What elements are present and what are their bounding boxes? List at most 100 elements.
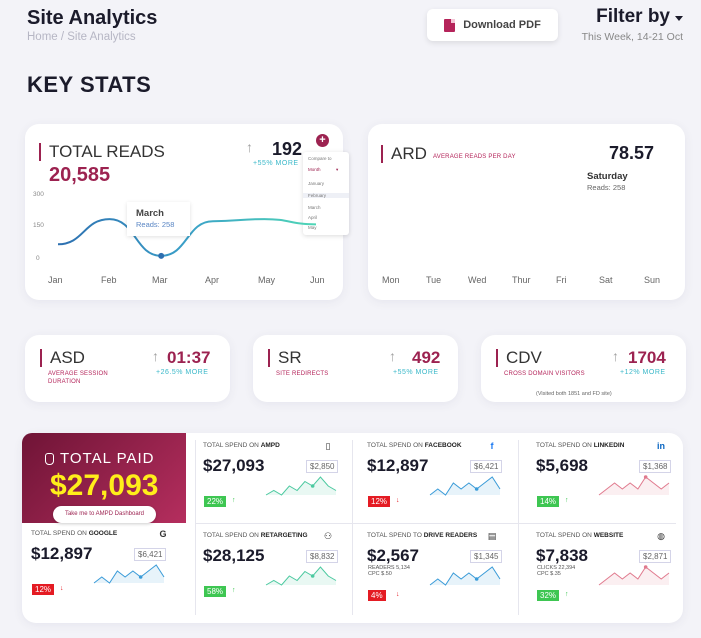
compare-option[interactable]: March	[308, 205, 321, 210]
tile-label: TOTAL SPEND ON LINKEDIN	[536, 442, 625, 449]
y-tick: 300	[33, 191, 44, 198]
sr-sub: SITE REDIRECTS	[276, 371, 329, 377]
sr-change-note: +55% MORE	[393, 369, 439, 376]
arrow-up-icon: ↑	[152, 348, 159, 364]
tile-percent-badge: 14%	[537, 496, 560, 507]
sparkline-point	[643, 475, 648, 479]
x-tick: Tue	[426, 275, 442, 285]
arrow-up-icon: ↑	[246, 139, 253, 155]
sparkline-line	[265, 476, 337, 496]
tile-compare-value: $8,832	[306, 550, 339, 563]
cdv-footnote: (Visited both 1851 and FD site)	[536, 391, 612, 397]
total-paid-title: TOTAL PAID	[45, 450, 154, 467]
x-tick: Fri	[556, 275, 567, 285]
divider	[518, 440, 519, 615]
reads-highlight-point	[158, 252, 165, 259]
x-tick: Jun	[310, 275, 325, 285]
reads-tooltip-title: March	[136, 208, 164, 219]
sr-label: SR	[268, 349, 302, 367]
linkedin-icon: in	[657, 441, 665, 451]
tile-value: $12,897	[367, 456, 429, 475]
x-tick: Jan	[48, 275, 63, 285]
phone-icon: ▯	[325, 441, 331, 451]
arrow-up-icon: ↑	[232, 497, 236, 504]
reads-tooltip: March Reads: 258	[127, 202, 190, 236]
document-icon: ▤	[487, 531, 497, 541]
sr-card	[253, 335, 458, 402]
tile-percent-badge: 58%	[204, 586, 227, 597]
compare-option[interactable]: May	[308, 225, 317, 230]
total-reads-value: 20,585	[49, 164, 111, 186]
x-tick: Sun	[644, 275, 661, 285]
filter-range: This Week, 14-21 Oct	[581, 31, 683, 43]
asd-value: 01:37	[167, 348, 211, 367]
x-tick: Wed	[468, 275, 487, 285]
sparkline-line	[429, 476, 501, 496]
compare-dropdown[interactable]: Compare to Month ▾ January February Marc…	[303, 152, 349, 235]
x-tick: Thur	[512, 275, 531, 285]
sparkline-point	[474, 487, 479, 491]
tile-label: TOTAL SPEND ON WEBSITE	[536, 532, 624, 539]
ard-value: 78.57	[609, 143, 655, 163]
page-title: Site Analytics	[27, 7, 158, 29]
google-icon: G	[159, 529, 167, 539]
tile-compare-value: $6,421	[470, 460, 503, 473]
cdv-sub: CROSS DOMAIN VISITORS	[504, 371, 585, 377]
breadcrumb[interactable]: Home / Site Analytics	[27, 31, 136, 43]
arrow-up-icon: ↑	[612, 348, 619, 364]
ard-sub: AVERAGE READS PER DAY	[433, 154, 516, 160]
tile-label: TOTAL SPEND ON AMPD	[203, 442, 280, 449]
section-title: KEY STATS	[27, 72, 152, 97]
compare-option[interactable]: January	[308, 181, 325, 186]
sr-value: 492	[412, 348, 441, 367]
x-tick: May	[258, 275, 276, 285]
chevron-down-icon: ▾	[336, 167, 339, 172]
add-comparison-button[interactable]: +	[316, 134, 329, 147]
globe-icon: ◍	[657, 531, 665, 541]
ard-card	[368, 124, 685, 300]
divider	[352, 440, 353, 615]
asd-sub: AVERAGE SESSION	[48, 371, 108, 377]
tile-label: TOTAL SPEND ON FACEBOOK	[367, 442, 462, 449]
filter-by-dropdown[interactable]: Filter by	[596, 6, 683, 28]
total-reads-label: TOTAL READS	[39, 143, 165, 161]
tile-compare-value: $1,345	[470, 550, 503, 563]
tile-value: $27,093	[203, 456, 265, 475]
tile-extra: CLICKS 22,394	[537, 565, 576, 571]
asd-card	[25, 335, 230, 402]
tile-value: $2,567	[367, 546, 419, 565]
x-tick: Feb	[101, 275, 117, 285]
cdv-label: CDV	[496, 349, 542, 367]
asd-change-note: +26.5% MORE	[156, 369, 209, 376]
money-bag-icon	[45, 452, 54, 465]
filter-by-label: Filter by	[596, 6, 670, 27]
sparkline-point	[310, 484, 315, 488]
tile-value: $12,897	[31, 544, 93, 563]
sparkline-line	[598, 476, 670, 496]
users-icon: ⚇	[323, 531, 333, 541]
x-tick: Mon	[382, 275, 400, 285]
x-tick: Apr	[205, 275, 220, 285]
compare-selected[interactable]: Month	[308, 167, 321, 172]
arrow-up-icon: ↑	[389, 348, 396, 364]
tile-label: TOTAL SPEND TO DRIVE READERS	[367, 532, 478, 539]
total-reads-change-note: +55% MORE	[253, 160, 299, 167]
ampd-dashboard-button[interactable]: Take me to AMPD Dashboard	[53, 506, 156, 523]
compare-option[interactable]: February	[303, 193, 349, 198]
sparkline-point	[310, 574, 315, 578]
x-tick: Mar	[152, 275, 168, 285]
tile-extra: CPC $.50	[368, 571, 392, 577]
arrow-down-icon: ↓	[396, 497, 400, 504]
sparkline-line	[93, 564, 165, 584]
compare-option[interactable]: April	[308, 215, 318, 220]
download-pdf-button[interactable]: Download PDF	[427, 9, 558, 41]
y-tick: 150	[33, 222, 44, 229]
arrow-down-icon: ↓	[60, 585, 64, 592]
sparkline-point	[138, 575, 143, 579]
tile-percent-badge: 12%	[368, 496, 391, 507]
tile-percent-badge: 22%	[204, 496, 227, 507]
